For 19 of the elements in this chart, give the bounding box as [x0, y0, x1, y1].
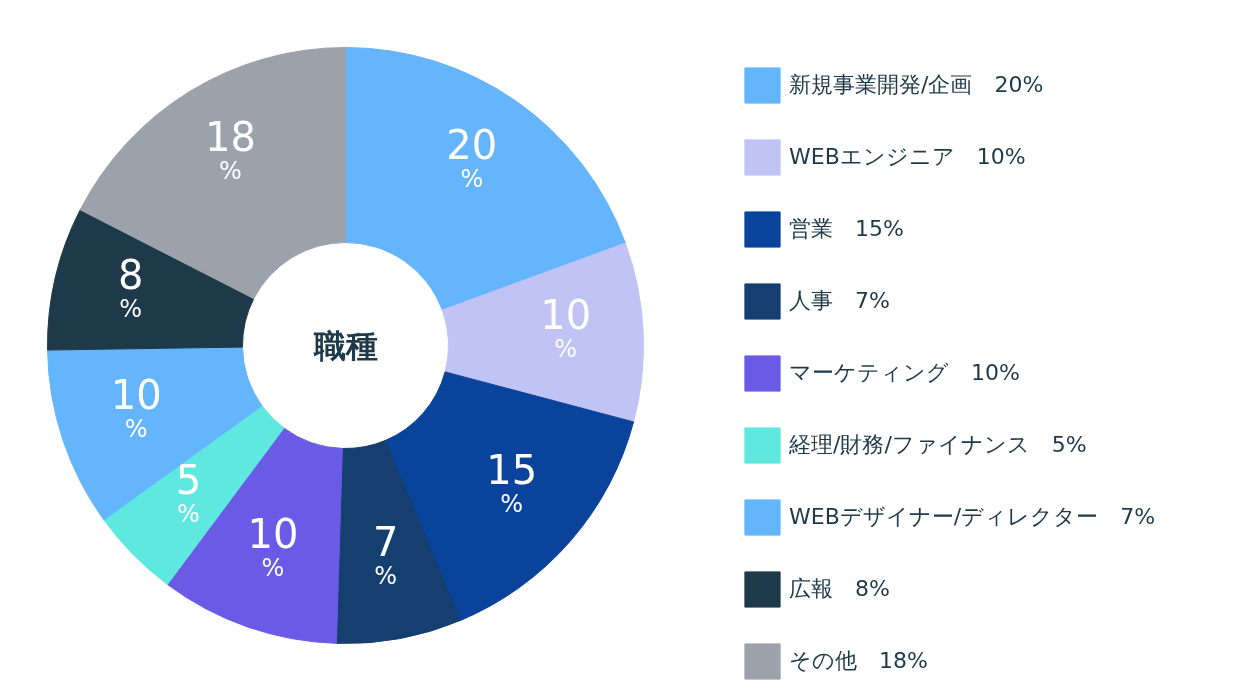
legend-label: WEBエンジニア 10% [789, 143, 1026, 171]
data-label: 10% [110, 371, 162, 443]
text: 職種 [312, 326, 378, 365]
data-label: 15% [486, 447, 538, 519]
legend-label: 経理/財務/ファイナンス 5% [789, 431, 1087, 459]
legend-label: 新規事業開発/企画 20% [789, 71, 1044, 99]
data-label: 5% [175, 457, 202, 529]
legend-label: その他 18% [789, 647, 928, 675]
data-label: 10% [247, 510, 299, 582]
data-label: 10% [540, 292, 592, 364]
legend-label: 広報 8% [789, 575, 890, 603]
data-label: 8% [118, 252, 144, 324]
data-label: 7% [372, 519, 399, 591]
legend-label: WEBデザイナー/ディレクター 7% [789, 503, 1156, 531]
data-label: 18% [204, 114, 256, 186]
legend-label: マーケティング 10% [789, 359, 1020, 387]
legend-label: 営業 15% [789, 215, 904, 243]
data-label: 20% [446, 121, 498, 193]
legend-label: 人事 7% [789, 287, 890, 315]
